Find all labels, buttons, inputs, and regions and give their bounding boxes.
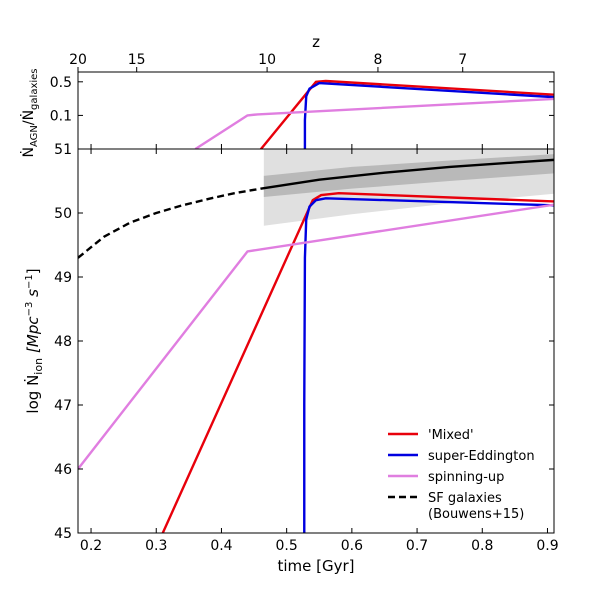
top-tick-label-10: 10 — [258, 52, 276, 68]
upper-y-axis-title: ṄAGN/Ṅgalaxies — [19, 68, 40, 157]
lower-ytick-label-48: 48 — [54, 334, 72, 350]
lower-ylabel-main: log Ṅ — [23, 375, 42, 414]
lower-series-sf-galaxies-bouwens-15 — [78, 187, 261, 259]
lower-series-mixed — [161, 191, 554, 533]
lower-ylabel-exp1: −3 — [24, 302, 35, 317]
x-tick-label-0-2: 0.2 — [80, 538, 102, 554]
lower-panel — [78, 149, 554, 533]
top-axis-title: z — [312, 33, 320, 51]
x-axis-title: time [Gyr] — [277, 557, 354, 575]
upper-ylabel-sep: /Ṅ — [19, 110, 37, 125]
upper-ytick-label-0-1: 0.1 — [50, 108, 72, 124]
lower-ylabel-exp2: −1 — [24, 274, 35, 289]
lower-ytick-label-47: 47 — [54, 398, 72, 414]
x-tick-label-0-7: 0.7 — [406, 538, 428, 554]
lower-series-sf-galaxies-solid — [260, 158, 554, 190]
x-tick-label-0-5: 0.5 — [276, 538, 298, 554]
lower-ylabel-mid: s — [24, 289, 42, 302]
upper-y-ticks: 0.5 0.1 — [50, 75, 554, 124]
upper-ylabel-main: Ṅ — [19, 147, 37, 157]
legend: 'Mixed' super-Eddington spinning-up SF gala… — [388, 428, 535, 522]
upper-x-ticks — [90, 144, 548, 149]
upper-ylabel-sub-agn: AGN — [29, 125, 40, 147]
lower-ytick-label-45: 45 — [54, 526, 72, 542]
x-tick-label-0-3: 0.3 — [145, 538, 167, 554]
upper-ylabel-sub-galaxies: galaxies — [29, 68, 40, 109]
upper-panel — [194, 79, 554, 149]
legend-label2-bouwens-15: (Bouwens+15) — [428, 507, 524, 522]
top-tick-label-8: 8 — [373, 52, 382, 68]
x-tick-label-0-4: 0.4 — [210, 538, 232, 554]
top-tick-label-7: 7 — [458, 52, 467, 68]
x-tick-label-0-9: 0.9 — [536, 538, 558, 554]
legend-label-super-eddington: super-Eddington — [428, 449, 535, 464]
lower-ytick-label-49: 49 — [54, 270, 72, 286]
lower-series-spinning-up — [78, 203, 554, 470]
upper-series-mixed — [259, 79, 554, 149]
lower-ytick-label-51: 51 — [54, 142, 72, 158]
lower-ylabel-sub: ion — [32, 358, 45, 375]
lower-ytick-label-50: 50 — [54, 206, 72, 222]
upper-ytick-label-0-5: 0.5 — [50, 75, 72, 91]
upper-series-super-eddington — [303, 81, 554, 149]
top-tick-label-20: 20 — [69, 52, 87, 68]
x-tick-label-0-6: 0.6 — [341, 538, 363, 554]
lower-x-ticks: 0.2 0.3 0.4 0.5 0.6 0.7 0.8 0.9 — [80, 149, 559, 554]
top-axis-ticks: 20 15 10 8 7 — [69, 52, 467, 72]
upper-series-spinning-up — [194, 97, 554, 149]
lower-ylabel-close: ] — [24, 268, 42, 274]
legend-label-mixed: 'Mixed' — [428, 428, 474, 443]
lower-ylabel-units: [Mpc — [24, 316, 42, 353]
lower-y-axis-title: log Ṅion [Mpc−3 s−1] — [23, 268, 45, 413]
lower-series-super-eddington — [303, 197, 554, 533]
legend-label-sf-galaxies: SF galaxies — [428, 491, 502, 506]
top-tick-label-15: 15 — [128, 52, 146, 68]
legend-label-spinning-up: spinning-up — [428, 470, 504, 485]
lower-y-ticks: 45 46 47 48 49 50 51 — [54, 142, 554, 542]
lower-ytick-label-46: 46 — [54, 462, 72, 478]
x-tick-label-0-8: 0.8 — [471, 538, 493, 554]
